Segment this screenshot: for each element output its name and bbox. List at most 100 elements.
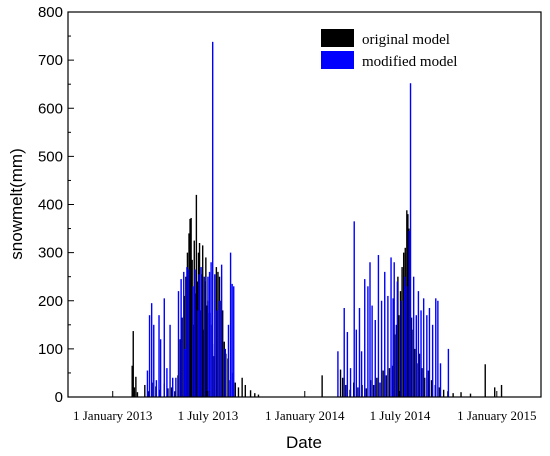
snowmelt-bar (163, 298, 165, 397)
snowmelt-bar (220, 264, 223, 397)
y-tick-label: 0 (55, 389, 63, 406)
snowmelt-bar (194, 269, 196, 397)
x-axis-title: Date (286, 433, 322, 452)
snowmelt-bar (377, 255, 380, 397)
snowmelt-bar (382, 370, 384, 397)
snowmelt-bar (136, 392, 139, 397)
snowmelt-bar (155, 380, 158, 397)
snowmelt-bar (374, 320, 376, 397)
snowmelt-bar (205, 257, 207, 397)
snowmelt-bar (339, 369, 342, 397)
snowmelt-bar (167, 388, 169, 397)
snowmelt-bar (435, 298, 437, 397)
snowmelt-bar (203, 276, 205, 397)
y-tick-label: 400 (38, 197, 63, 214)
snowmelt-bar (195, 194, 198, 398)
snowmelt-bar (379, 382, 381, 397)
snowmelt-bar (409, 83, 412, 397)
snowmelt-bar (418, 353, 421, 397)
snowmelt-bar (321, 375, 323, 397)
snowmelt-bar (405, 286, 408, 397)
snowmelt-bar (343, 307, 345, 397)
snowmelt-bar (385, 375, 388, 397)
snowmelt-bar (133, 387, 135, 398)
snowmelt-bar (460, 392, 462, 397)
snowmelt-bar (201, 245, 204, 397)
snowmelt-bar (369, 262, 371, 397)
snowmelt-bar (227, 324, 230, 397)
y-tick-label: 300 (38, 245, 63, 262)
snowmelt-bar (218, 300, 221, 397)
snowmelt-bar (132, 331, 134, 397)
snowmelt-bar (500, 384, 503, 397)
snowmelt-bar (183, 271, 185, 398)
snowmelt-bar (223, 341, 225, 397)
snowmelt-bar (367, 286, 369, 397)
snowmelt-bar (224, 348, 227, 398)
y-tick-label: 800 (38, 4, 63, 21)
snowmelt-bar (410, 317, 413, 397)
snowmelt-bar (345, 384, 347, 397)
snowmelt-bar (355, 329, 358, 398)
y-tick-label: 100 (38, 341, 63, 358)
snowmelt-bar (438, 387, 441, 398)
snowmelt-bar (192, 286, 194, 397)
modified-model-series (146, 41, 450, 398)
snowmelt-bar (174, 391, 176, 397)
snowmelt-bar (207, 276, 209, 397)
snowmelt-bar (153, 324, 155, 397)
snowmelt-bar (437, 300, 439, 397)
snowmelt-bar (400, 300, 403, 397)
snowmelt-bar (360, 351, 363, 397)
snowmelt-bar (200, 267, 202, 397)
snowmelt-bar (234, 382, 237, 397)
snowmelt-bar (197, 310, 199, 398)
snowmelt-bar (407, 214, 409, 398)
snowmelt-bar (414, 348, 416, 398)
snowmelt-bar (249, 390, 252, 397)
snowmelt-bar (211, 41, 214, 398)
snowmelt-bar (210, 262, 212, 397)
snowmelt-bar (392, 298, 394, 397)
snowmelt-bar (146, 370, 149, 397)
snowmelt-bar (198, 274, 200, 397)
snowmelt-bar (395, 324, 398, 397)
x-tick-label: 1 January 2014 (265, 408, 345, 423)
snowmelt-bar (447, 348, 450, 398)
snowmelt-bar (346, 332, 349, 397)
x-tick-label: 1 July 2014 (370, 408, 431, 423)
snowmelt-bar (181, 317, 183, 397)
snowmelt-bar (396, 281, 399, 397)
snowmelt-bar (341, 377, 344, 397)
snowmelt-bar (430, 380, 433, 397)
plot-frame (67, 11, 542, 398)
snowmelt-bar (244, 384, 247, 397)
snowmelt-bar (233, 286, 235, 397)
snowmelt-bar (158, 315, 160, 397)
snowmelt-bar (150, 303, 153, 397)
y-axis: 0 100 200 300 400 500 600 700 800 (38, 4, 74, 406)
snowmelt-bar (365, 388, 368, 397)
y-tick-label: 700 (38, 52, 63, 69)
legend-swatch-original (321, 29, 354, 47)
snowmelt-bar (408, 230, 411, 397)
x-tick-label: 1 July 2013 (178, 408, 239, 423)
snowmelt-bar (179, 339, 181, 397)
snowmelt-bar (353, 221, 355, 397)
snowmelt-bar (417, 291, 420, 398)
snowmelt-bar (427, 370, 430, 397)
snowmelt-bar (358, 307, 361, 397)
snowmelt-bar (393, 262, 395, 397)
snowmelt-bar (387, 295, 389, 397)
snowmelt-bar (177, 291, 180, 398)
snowmelt-bar (452, 393, 454, 397)
snowmelt-bar (166, 368, 168, 398)
x-tick-label: 1 January 2015 (457, 408, 536, 423)
snowmelt-bar (229, 252, 232, 398)
snowmelt-bar (169, 324, 171, 397)
snowmelt-bar (135, 376, 137, 397)
snowmelt-bar (380, 300, 383, 397)
snowmelt-bar (221, 310, 224, 398)
snowmelt-bar (431, 324, 434, 397)
